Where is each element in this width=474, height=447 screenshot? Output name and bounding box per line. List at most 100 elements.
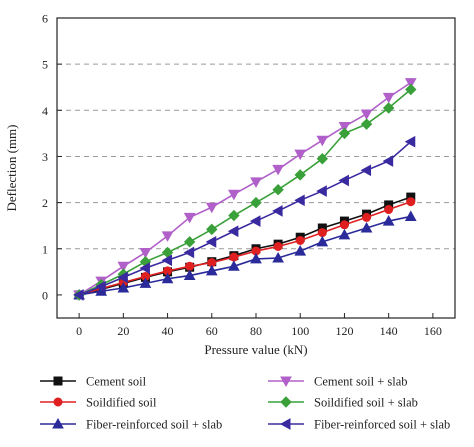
data-point [139,277,152,288]
series-line [78,200,412,296]
y-tick-label: 1 [42,242,48,256]
data-point [228,189,240,201]
x-tick-label: 80 [250,324,262,338]
legend-label: Fiber-reinforced soil + slab [86,418,222,432]
data-point [338,228,351,240]
series-line [78,141,412,296]
series-layer [73,78,417,301]
x-tick-label: 60 [206,324,218,338]
plot-frame [56,17,456,319]
series-line [78,215,411,296]
legend-marker [52,417,64,429]
legend-marker [53,397,63,407]
grid-lines [57,17,455,250]
data-point [317,228,327,238]
legend-item: Cement soil [40,375,147,389]
data-point [384,205,394,215]
data-point [205,202,218,214]
data-point [161,231,174,242]
legend-marker [279,418,291,430]
x-axis-label: Pressure value (kN) [204,342,307,357]
y-tick-label: 0 [42,288,48,302]
legend-label: Fiber-reinforced soil + slab [314,418,450,432]
data-point [360,221,373,233]
data-point [73,289,84,301]
data-point [362,212,372,222]
data-point [382,155,394,167]
data-point [229,252,239,262]
series-5 [73,135,416,301]
data-point [360,109,373,121]
series-2 [73,210,417,300]
legend-item: Fiber-reinforced soil + slab [268,418,450,432]
legend-item: Soildified soil [40,396,157,410]
data-point [295,235,305,245]
x-tick-label: 120 [335,324,353,338]
data-point [183,236,196,248]
legend-label: Cement soil + slab [314,375,408,389]
data-point [272,205,283,217]
data-point [205,235,217,248]
data-point [404,78,417,89]
data-point [250,177,262,188]
data-point [95,280,106,293]
data-point [272,183,284,196]
data-point [404,135,416,148]
data-point [382,102,395,114]
data-point [117,271,128,284]
data-point [294,169,306,181]
data-point [250,196,262,209]
x-tick-label: 160 [424,324,442,338]
data-point [316,153,329,165]
data-point [316,135,329,147]
data-point [338,121,351,133]
legend-item: Fiber-reinforced soil + slab [40,418,222,432]
data-point [294,194,305,207]
y-tick-label: 6 [42,12,48,26]
data-point [228,209,240,222]
data-point [117,281,130,293]
data-point [338,127,351,140]
legend-label: Soildified soil [86,396,157,410]
y-axis-label: Deflection (mm) [4,125,19,212]
x-tick-label: 20 [117,324,129,338]
data-point [404,210,417,221]
data-point [382,92,395,104]
legend-item: Soildified soil + slab [268,396,418,410]
data-point [406,197,416,207]
y-tick-label: 2 [42,196,48,210]
data-point [382,215,395,226]
x-tick-label: 140 [380,324,398,338]
legend: Cement soil Soildified soil Fiber-reinforc… [40,375,450,432]
data-point [161,254,173,267]
y-tick-label: 5 [42,58,48,72]
legend-marker [280,396,292,408]
data-point [185,261,195,271]
data-point [316,185,327,197]
data-point [228,260,240,271]
data-point [294,149,307,161]
data-point [273,241,283,251]
y-tick-label: 4 [42,104,48,118]
data-point [294,245,307,256]
data-point [161,272,174,284]
y-tick-label: 3 [42,150,48,164]
data-point [117,261,130,273]
legend-label: Cement soil [86,375,147,389]
data-point [360,118,373,130]
legend-marker [280,376,292,388]
data-point [250,252,262,264]
legend-item: Cement soil + slab [268,375,408,389]
data-point [139,247,152,259]
series-line [78,196,412,296]
legend-marker [53,376,63,386]
series-line [78,81,412,296]
series-line [78,88,412,296]
data-point [227,225,239,238]
data-point [183,269,196,281]
legend-label: Soildified soil + slab [314,396,418,410]
data-point [206,223,218,236]
data-point [205,264,218,276]
